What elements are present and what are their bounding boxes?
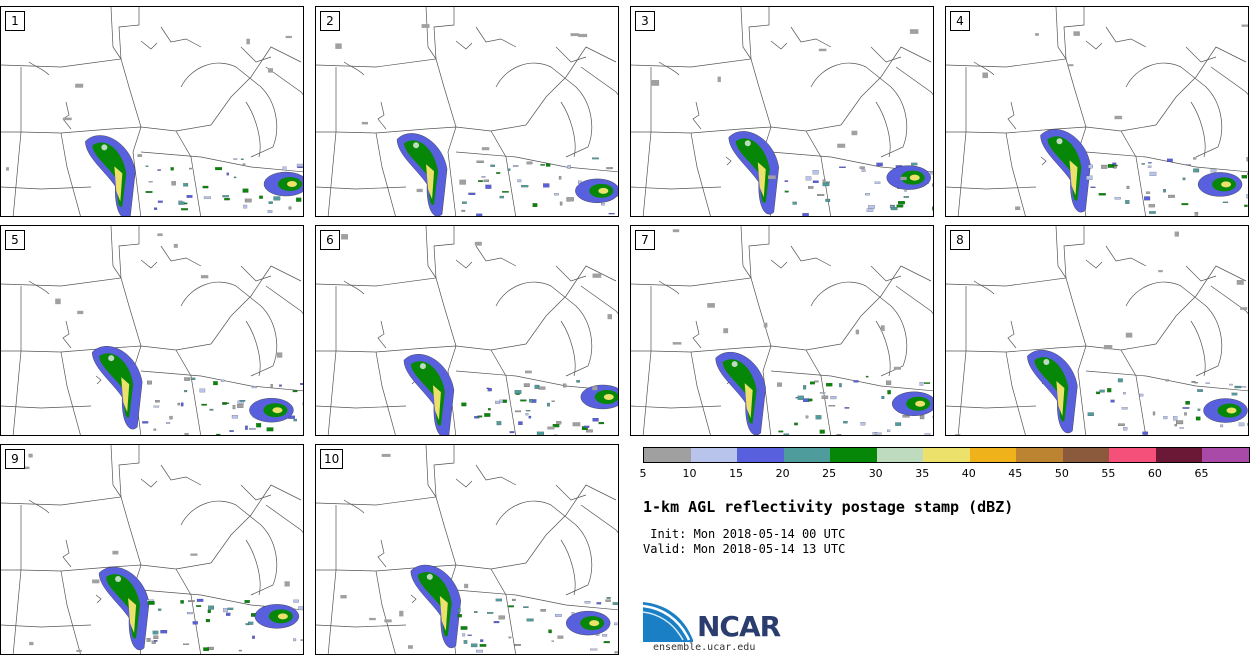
panel-member-label: 8 [950, 230, 970, 250]
ensemble-url: ensemble.ucar.edu [653, 642, 756, 653]
panel-member-label: 4 [950, 11, 970, 31]
colorbar-segment [690, 448, 738, 462]
colorbar-tick: 45 [1008, 467, 1023, 480]
postage-stamp-panel: 4 [945, 6, 1249, 217]
postage-stamp-panel: 8 [945, 225, 1249, 436]
colorbar-tick: 55 [1101, 467, 1116, 480]
colorbar-tick: 20 [775, 467, 790, 480]
postage-stamp-panel: 5 [0, 225, 304, 436]
postage-stamp-panel: 2 [315, 6, 619, 217]
panel-member-label: 7 [635, 230, 655, 250]
postage-stamp-panel: 9 [0, 444, 304, 655]
valid-time: Valid: Mon 2018-05-14 13 UTC [643, 542, 846, 556]
colorbar-segment [783, 448, 831, 462]
panel-member-label: 3 [635, 11, 655, 31]
reflectivity-map [946, 7, 1248, 216]
colorbar-segment [923, 448, 970, 462]
colorbar-segment [737, 448, 784, 462]
postage-stamp-panel: 6 [315, 225, 619, 436]
postage-stamp-panel: 3 [630, 6, 934, 217]
postage-stamp-panel: 10 [315, 444, 619, 655]
figure-title: 1-km AGL reflectivity postage stamp (dBZ… [643, 498, 1014, 516]
panel-member-label: 10 [320, 449, 344, 469]
reflectivity-map [946, 226, 1248, 435]
colorbar-tick: 65 [1194, 467, 1209, 480]
colorbar-segment [1155, 448, 1203, 462]
colorbar-tick: 30 [868, 467, 883, 480]
panel-member-label: 5 [5, 230, 25, 250]
colorbar-segment [876, 448, 924, 462]
colorbar-tick: 15 [729, 467, 744, 480]
panel-member-label: 9 [5, 449, 25, 469]
reflectivity-map [1, 226, 303, 435]
reflectivity-map [316, 7, 618, 216]
colorbar-segment [1016, 448, 1063, 462]
reflectivity-map [1, 445, 303, 654]
panel-member-label: 1 [5, 11, 25, 31]
colorbar-segment [1109, 448, 1156, 462]
init-time: Init: Mon 2018-05-14 00 UTC [643, 527, 846, 541]
colorbar-segment [1062, 448, 1110, 462]
colorbar-tick: 60 [1147, 467, 1162, 480]
postage-stamp-panel: 1 [0, 6, 304, 217]
colorbar-tick: 40 [961, 467, 976, 480]
colorbar-segment [1202, 448, 1249, 462]
colorbar-tick: 50 [1054, 467, 1069, 480]
postage-stamp-panel: 7 [630, 225, 934, 436]
colorbar-tick-labels: 5 10 15 20 25 30 35 40 45 50 55 60 65 [639, 467, 1248, 481]
reflectivity-map [631, 7, 933, 216]
colorbar-tick: 25 [822, 467, 837, 480]
panel-member-label: 2 [320, 11, 340, 31]
ncar-wordmark: NCAR [697, 610, 781, 643]
reflectivity-map [631, 226, 933, 435]
colorbar-segment [830, 448, 877, 462]
colorbar-tick: 35 [915, 467, 930, 480]
colorbar-tick: 10 [682, 467, 697, 480]
reflectivity-map [316, 226, 618, 435]
reflectivity-map [1, 7, 303, 216]
reflectivity-map [316, 445, 618, 654]
reflectivity-colorbar [643, 447, 1250, 463]
colorbar-segment [969, 448, 1017, 462]
colorbar-tick: 5 [639, 467, 647, 480]
panel-member-label: 6 [320, 230, 340, 250]
ncar-logo-icon [643, 602, 693, 642]
colorbar-segment [644, 448, 691, 462]
